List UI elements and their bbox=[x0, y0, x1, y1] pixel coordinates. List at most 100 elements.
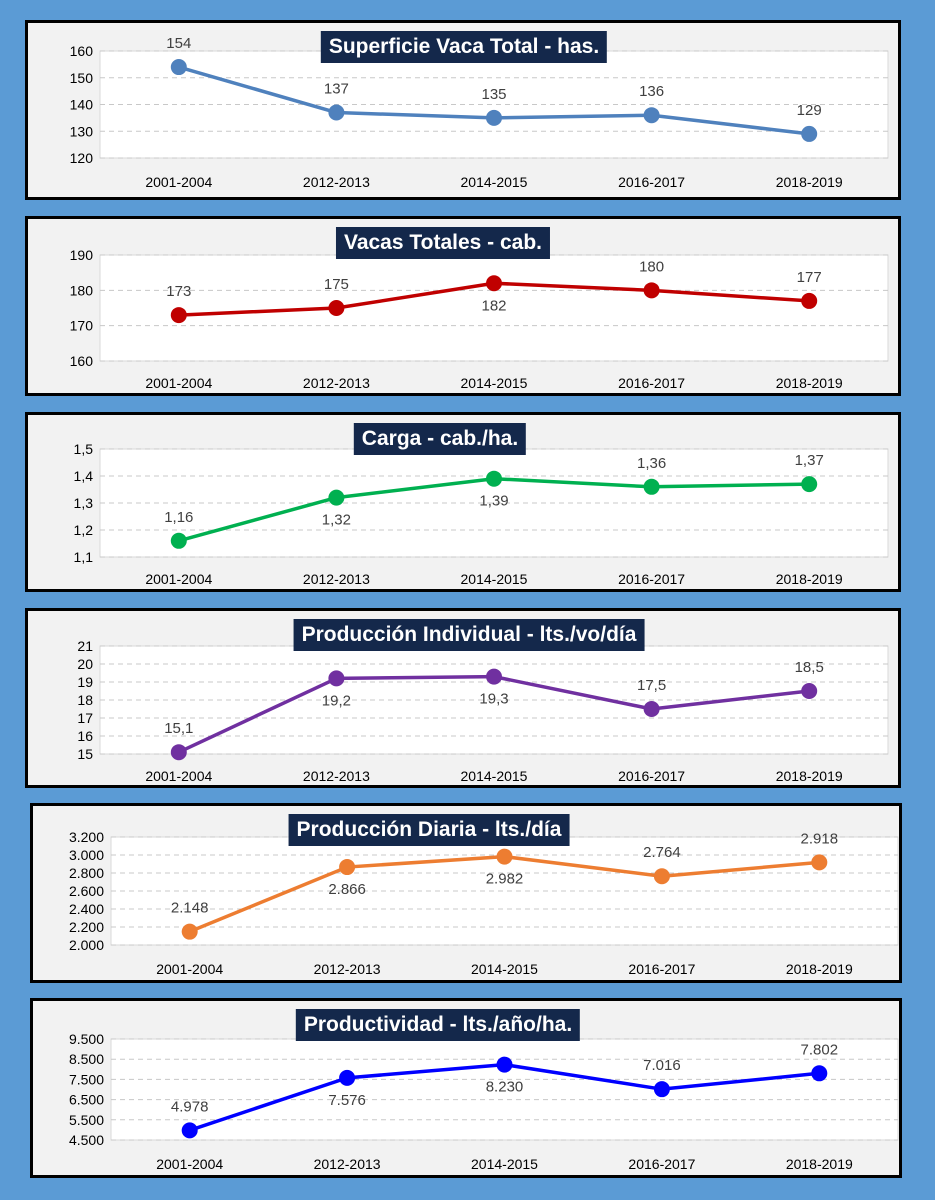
data-label: 180 bbox=[639, 258, 664, 275]
data-point bbox=[801, 476, 818, 493]
y-tick-label: 2.200 bbox=[69, 919, 104, 935]
y-tick-label: 5.500 bbox=[69, 1112, 104, 1128]
y-tick-label: 130 bbox=[70, 123, 94, 139]
y-tick-label: 20 bbox=[77, 656, 93, 672]
data-point bbox=[811, 854, 828, 871]
chart-title: Producción Individual - lts./vo/día bbox=[293, 619, 645, 651]
x-tick-label: 2014-2015 bbox=[471, 961, 538, 977]
y-tick-label: 1,4 bbox=[74, 468, 94, 484]
chart-title: Vacas Totales - cab. bbox=[335, 227, 551, 259]
y-tick-label: 4.500 bbox=[69, 1132, 104, 1148]
produccion-diaria-chart-panel: 2.000 2.200 2.400 2.600 2.800 3.000 3.200 2001-… bbox=[30, 803, 902, 983]
data-point bbox=[339, 859, 356, 876]
x-tick-label: 2001-2004 bbox=[145, 571, 212, 587]
data-label: 136 bbox=[639, 83, 664, 100]
x-tick-label: 2016-2017 bbox=[618, 174, 685, 190]
y-tick-label: 7.500 bbox=[69, 1071, 104, 1087]
superficie-chart-panel: 120 130 140 150 160 2001-2004 2012-2013 2014-20… bbox=[25, 20, 901, 200]
data-label: 182 bbox=[481, 297, 506, 314]
data-point bbox=[328, 104, 345, 121]
x-tick-label: 2018-2019 bbox=[776, 174, 843, 190]
y-tick-label: 3.000 bbox=[69, 847, 104, 863]
data-point bbox=[486, 275, 502, 292]
data-label: 7.576 bbox=[328, 1092, 366, 1109]
plot-area bbox=[99, 254, 889, 362]
x-tick-label: 2012-2013 bbox=[303, 768, 370, 784]
data-label: 2.982 bbox=[486, 871, 524, 888]
data-point bbox=[486, 470, 502, 487]
data-point bbox=[328, 300, 345, 316]
data-label: 8.230 bbox=[486, 1079, 524, 1096]
data-label: 7.016 bbox=[643, 1057, 681, 1074]
data-label: 1,39 bbox=[479, 493, 508, 510]
x-tick-label: 2012-2013 bbox=[303, 571, 370, 587]
x-tick-label: 2018-2019 bbox=[786, 961, 853, 977]
data-label: 19,2 bbox=[322, 692, 351, 709]
data-point bbox=[181, 1122, 198, 1139]
x-tick-label: 2012-2013 bbox=[303, 174, 370, 190]
data-label: 135 bbox=[481, 86, 506, 103]
x-tick-label: 2014-2015 bbox=[461, 375, 528, 391]
x-tick-label: 2001-2004 bbox=[156, 961, 223, 977]
x-tick-label: 2012-2013 bbox=[303, 375, 370, 391]
data-point bbox=[643, 701, 660, 717]
data-point bbox=[486, 109, 502, 126]
x-tick-label: 2018-2019 bbox=[776, 571, 843, 587]
data-point bbox=[801, 292, 818, 309]
data-label: 2.148 bbox=[171, 900, 209, 917]
chart-title: Productividad - lts./año/ha. bbox=[295, 1009, 581, 1041]
y-tick-label: 15 bbox=[77, 746, 93, 762]
x-tick-label: 2014-2015 bbox=[461, 571, 528, 587]
x-tick-label: 2001-2004 bbox=[156, 1156, 223, 1172]
data-point bbox=[170, 307, 187, 324]
plot-area bbox=[99, 448, 889, 558]
x-tick-label: 2016-2017 bbox=[618, 768, 685, 784]
y-tick-label: 180 bbox=[70, 282, 94, 298]
data-label: 129 bbox=[797, 102, 822, 119]
x-tick-label: 2001-2004 bbox=[145, 768, 212, 784]
data-point bbox=[328, 670, 345, 687]
vacas-totales-chart-panel: 160 170 180 190 2001-2004 2012-2013 2014-2015 2… bbox=[25, 216, 901, 396]
y-tick-label: 160 bbox=[70, 43, 94, 59]
data-label: 18,5 bbox=[795, 659, 824, 676]
carga-chart-panel: 1,1 1,2 1,3 1,4 1,5 2001-2004 2012-2013 2014-20… bbox=[25, 412, 901, 592]
chart-title: Carga - cab./ha. bbox=[353, 423, 527, 455]
chart-title: Superficie Vaca Total - has. bbox=[320, 31, 608, 63]
data-label: 4.978 bbox=[171, 1098, 209, 1115]
data-point bbox=[653, 868, 670, 885]
data-label: 15,1 bbox=[164, 720, 193, 737]
x-tick-label: 2016-2017 bbox=[628, 961, 695, 977]
data-point bbox=[801, 683, 818, 699]
data-label: 19,3 bbox=[479, 691, 508, 708]
plot-area bbox=[99, 645, 889, 755]
y-tick-label: 1,2 bbox=[74, 522, 94, 538]
y-tick-label: 150 bbox=[70, 70, 94, 86]
x-tick-label: 2016-2017 bbox=[618, 571, 685, 587]
x-tick-label: 2014-2015 bbox=[471, 1156, 538, 1172]
data-point bbox=[643, 282, 660, 299]
x-tick-label: 2014-2015 bbox=[461, 768, 528, 784]
data-label: 2.918 bbox=[801, 830, 839, 847]
x-tick-label: 2018-2019 bbox=[786, 1156, 853, 1172]
produccion-individual-chart: 15 16 17 18 19 20 21 2001-2004 2012-2013 2014-201… bbox=[77, 638, 889, 784]
data-label: 1,16 bbox=[164, 509, 193, 526]
data-label: 154 bbox=[166, 35, 191, 52]
y-tick-label: 8.500 bbox=[69, 1051, 104, 1067]
y-tick-label: 140 bbox=[70, 97, 94, 113]
data-point bbox=[496, 848, 513, 865]
data-point bbox=[170, 744, 187, 761]
plot-area bbox=[99, 50, 889, 159]
y-tick-label: 170 bbox=[70, 318, 94, 334]
y-tick-label: 190 bbox=[70, 247, 94, 263]
y-tick-label: 1,1 bbox=[74, 549, 94, 565]
productividad-chart: 4.500 5.500 6.500 7.500 8.500 9.500 2001-2004 2… bbox=[69, 1031, 899, 1172]
data-label: 7.802 bbox=[801, 1041, 839, 1058]
data-point bbox=[328, 489, 345, 506]
x-tick-label: 2012-2013 bbox=[314, 961, 381, 977]
x-tick-label: 2001-2004 bbox=[145, 375, 212, 391]
y-tick-label: 2.400 bbox=[69, 901, 104, 917]
y-tick-label: 160 bbox=[70, 353, 94, 369]
plot-area bbox=[110, 1038, 899, 1141]
data-label: 1,32 bbox=[322, 512, 351, 529]
chart-title: Producción Diaria - lts./día bbox=[288, 814, 570, 846]
